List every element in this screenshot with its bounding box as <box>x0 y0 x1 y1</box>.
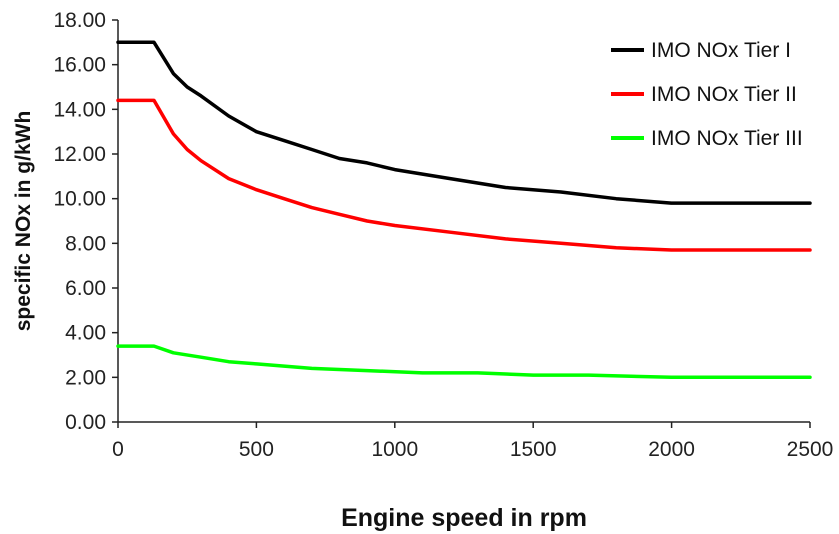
y-tick-label: 14.00 <box>53 98 106 121</box>
y-tick-label: 0.00 <box>65 411 106 434</box>
series-line-tier-1 <box>116 40 812 205</box>
y-tick-label: 18.00 <box>53 9 106 32</box>
legend-label: IMO NOx Tier I <box>651 39 791 62</box>
legend-label: IMO NOx Tier III <box>651 127 803 150</box>
x-tick-label: 2000 <box>648 438 695 461</box>
y-tick-label: 2.00 <box>65 366 106 389</box>
x-tick-label: 1000 <box>371 438 418 461</box>
x-tick-label: 2500 <box>787 438 834 461</box>
axis-ticks: 0.00 2.00 4.00 6.00 8.00 10.00 12.00 14.00 16.00… <box>53 9 833 461</box>
y-axis-title: specific NOx in g/kWh <box>12 111 35 332</box>
y-tick-label: 16.00 <box>53 54 106 77</box>
x-tick-label: 1500 <box>510 438 557 461</box>
legend: IMO NOx Tier I IMO NOx Tier II IMO NOx Tie… <box>611 39 803 150</box>
series-line-tier-2 <box>116 98 812 252</box>
y-tick-label: 12.00 <box>53 143 106 166</box>
y-tick-label: 4.00 <box>65 322 106 345</box>
x-tick-label: 0 <box>112 438 124 461</box>
y-tick-label: 8.00 <box>65 232 106 255</box>
y-tick-label: 6.00 <box>65 277 106 300</box>
x-tick-label: 500 <box>239 438 274 461</box>
y-tick-label: 10.00 <box>53 188 106 211</box>
series-layer <box>116 40 812 380</box>
legend-label: IMO NOx Tier II <box>651 83 797 106</box>
series-line-tier-3 <box>116 344 812 380</box>
x-axis-title: Engine speed in rpm <box>341 504 587 532</box>
